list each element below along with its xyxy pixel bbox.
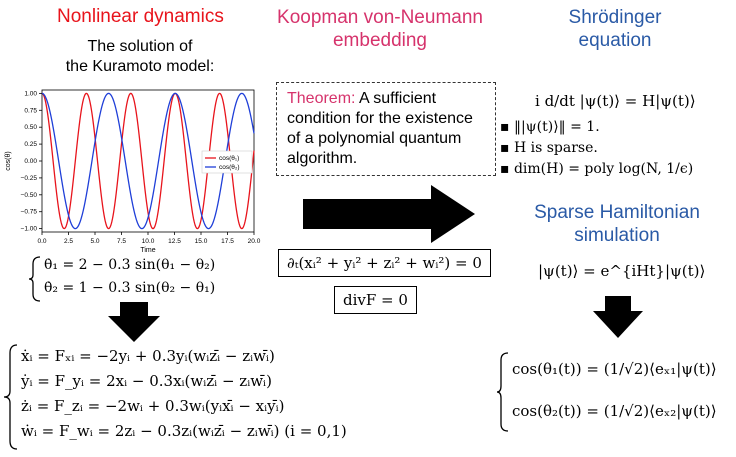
- theorem-label: Theorem:: [287, 90, 356, 107]
- y-tick-label: −1.00: [21, 226, 38, 233]
- x-tick-label: 5.0: [90, 238, 99, 245]
- z-dot-equation: żᵢ = F_zᵢ = −2wᵢ + 0.3wᵢ(yᵢxᵢ̄ − xᵢyᵢ̄): [21, 397, 285, 415]
- schrodinger-heading-line2: equation: [578, 30, 652, 51]
- conservation-equation-box: ∂ₜ(xᵢ² + yᵢ² + zᵢ² + wᵢ²) = 0: [278, 249, 491, 277]
- x-axis-label: Time: [140, 247, 155, 254]
- y-tick-label: 0.50: [24, 124, 37, 131]
- legend-entry: cos(θ₂): [219, 164, 240, 171]
- x-tick-label: 7.5: [117, 238, 126, 245]
- down-arrow-col1: [108, 302, 160, 342]
- theta1-equation: θ̇₁ = 2 − 0.3 sin(θ₁ − θ₂): [44, 257, 216, 273]
- x-dot-equation: ẋᵢ = Fₓᵢ = −2yᵢ + 0.3yᵢ(wᵢzᵢ̄ − zᵢwᵢ̄): [21, 347, 275, 365]
- x-tick-label: 12.5: [168, 238, 181, 245]
- legend-entry: cos(θ₁): [219, 155, 239, 162]
- theta2-equation: θ̇₂ = 1 − 0.3 sin(θ₂ − θ₁): [44, 280, 216, 296]
- y-dot-equation: ẏᵢ = F_yᵢ = 2xᵢ − 0.3xᵢ(wᵢzᵢ̄ − zᵢwᵢ̄): [21, 372, 272, 390]
- kuramoto-caption-line2: the Kuramoto model:: [65, 58, 215, 75]
- down-arrow-col3: [593, 296, 643, 338]
- series-line-1: [41, 92, 255, 230]
- y-tick-label: −0.75: [21, 209, 38, 216]
- left-brace-theta: [29, 256, 41, 302]
- sparse-sim-heading: Sparse Hamiltonian simulation: [512, 201, 722, 247]
- y-axis-label: cos(θ): [5, 151, 12, 170]
- schrodinger-heading: Shrödinger equation: [520, 6, 710, 52]
- theorem-text: A sufficient condition for the existence…: [287, 90, 473, 167]
- koopman-heading-line1: Koopman von-Neumann: [277, 7, 483, 28]
- x-tick-label: 0.0: [37, 238, 46, 245]
- condition-item-sparse: ▪ H is sparse.: [500, 140, 598, 156]
- left-brace-system: [4, 344, 18, 450]
- x-tick-label: 17.5: [221, 238, 234, 245]
- x-tick-label: 20.0: [248, 238, 261, 245]
- x-tick-label: 2.5: [64, 238, 73, 245]
- y-tick-label: 0.00: [24, 158, 37, 165]
- condition-item-norm: ▪ ‖|ψ(t)⟩‖ = 1.: [500, 119, 600, 135]
- sparse-sim-heading-line2: simulation: [574, 225, 660, 246]
- condition-item-dimension: ▪ dim(H) = poly log(N, 1/ϵ): [500, 161, 694, 177]
- cos-theta1-equation: cos(θ₁(t)) = (1/√2)⟨eₓ₁|ψ(t)⟩: [512, 360, 717, 378]
- y-tick-label: 0.25: [24, 141, 37, 148]
- big-right-arrow: [303, 185, 475, 243]
- kuramoto-line-chart: 0.0 2.5 5.0 7.5 10.0 12.5 15.0 17.5 20.0 1.00 0.75…: [5, 89, 261, 254]
- x-tick-label: 10.0: [142, 238, 155, 245]
- koopman-heading-line2: embedding: [332, 30, 428, 51]
- left-brace-cos: [497, 352, 509, 432]
- sparse-sim-heading-line1: Sparse Hamiltonian: [534, 202, 700, 223]
- koopman-heading: Koopman von-Neumann embedding: [270, 6, 490, 52]
- y-tick-label: 1.00: [24, 90, 37, 97]
- y-tick-label: 0.75: [24, 107, 37, 114]
- schrodinger-equation: i d/dt |ψ(t)⟩ = H|ψ(t)⟩: [535, 92, 696, 110]
- divergence-equation-box: divF = 0: [334, 286, 417, 314]
- theorem-box: Theorem: A sufficient condition for the …: [276, 82, 496, 176]
- conditions-list: ▪ ‖|ψ(t)⟩‖ = 1. ▪ H is sparse. ▪ dim(H) …: [500, 117, 693, 180]
- nonlinear-dynamics-heading: Nonlinear dynamics: [57, 6, 224, 27]
- y-tick-label: −0.50: [21, 192, 38, 199]
- x-tick-label: 15.0: [195, 238, 208, 245]
- time-evolution-equation: |ψ(t)⟩ = e^{iHt}|ψ(t)⟩: [538, 262, 706, 280]
- series-line-2: [41, 92, 255, 230]
- y-tick-label: −0.25: [21, 175, 38, 182]
- schrodinger-heading-line1: Shrödinger: [568, 7, 662, 28]
- kuramoto-caption-line1: The solution of: [87, 38, 193, 55]
- w-dot-equation: ẇᵢ = F_wᵢ = 2zᵢ − 0.3zᵢ(wᵢzᵢ̄ − zᵢwᵢ̄) (…: [21, 422, 347, 440]
- cos-theta2-equation: cos(θ₂(t)) = (1/√2)⟨eₓ₂|ψ(t)⟩: [512, 402, 717, 420]
